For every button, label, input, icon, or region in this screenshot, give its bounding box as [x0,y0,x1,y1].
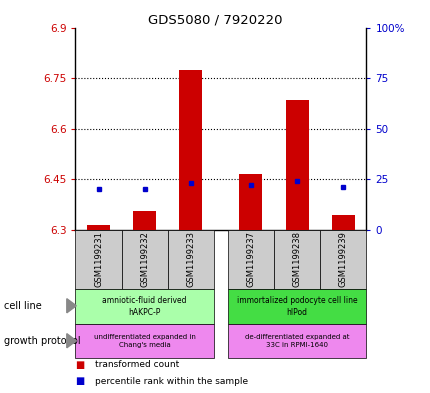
Bar [273,230,319,289]
Text: GSM1199231: GSM1199231 [94,231,103,287]
Bar [87,225,110,230]
Bar [227,324,366,358]
Text: undifferentiated expanded in
Chang's media: undifferentiated expanded in Chang's med… [94,334,195,348]
Text: transformed count: transformed count [95,360,178,369]
Text: ■: ■ [75,360,84,370]
Text: GSM1199239: GSM1199239 [338,231,347,287]
Text: GSM1199232: GSM1199232 [140,231,149,287]
Bar [331,215,354,230]
Text: de-differentiated expanded at
33C in RPMI-1640: de-differentiated expanded at 33C in RPM… [244,334,349,348]
Bar [75,230,121,289]
Bar [319,230,366,289]
Text: growth protocol: growth protocol [4,336,81,346]
Bar [133,211,156,230]
Text: cell line: cell line [4,301,42,311]
Text: amniotic-fluid derived
hAKPC-P: amniotic-fluid derived hAKPC-P [102,296,187,317]
Bar [75,324,213,358]
Text: immortalized podocyte cell line
hIPod: immortalized podocyte cell line hIPod [236,296,356,317]
Text: percentile rank within the sample: percentile rank within the sample [95,377,247,386]
Bar [121,230,167,289]
Text: ■: ■ [75,376,84,386]
Bar [75,289,213,324]
Text: GSM1199238: GSM1199238 [292,231,301,287]
Bar [167,230,213,289]
Bar [227,230,273,289]
Text: GSM1199237: GSM1199237 [246,231,255,287]
Bar [227,289,366,324]
Bar [285,100,308,230]
Text: GSM1199233: GSM1199233 [186,231,195,287]
Bar [179,70,202,230]
Text: GDS5080 / 7920220: GDS5080 / 7920220 [148,14,282,27]
Bar [239,174,262,230]
